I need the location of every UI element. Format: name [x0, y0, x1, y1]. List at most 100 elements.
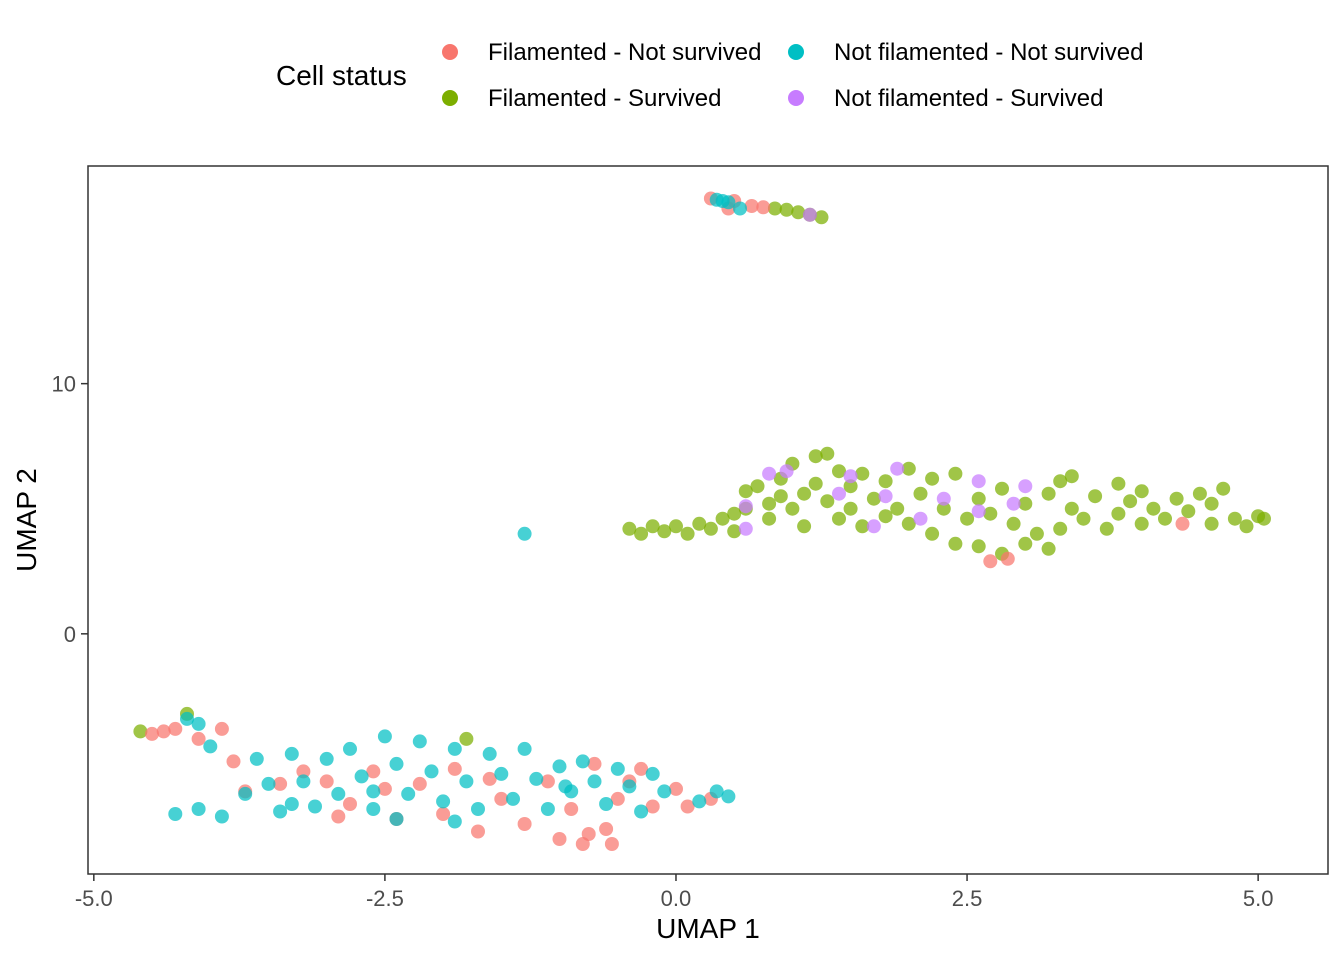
data-point — [494, 791, 509, 806]
data-point — [1239, 519, 1254, 534]
data-point — [785, 501, 800, 516]
data-point — [692, 516, 707, 531]
data-point — [802, 207, 817, 222]
data-point — [721, 195, 736, 210]
data-points — [133, 191, 1271, 851]
data-point — [971, 491, 986, 506]
x-tick-label: -2.5 — [366, 886, 404, 911]
x-tick-label: 2.5 — [952, 886, 983, 911]
data-point — [1076, 511, 1091, 526]
data-point — [471, 802, 485, 816]
data-point — [1029, 526, 1044, 541]
data-point — [1041, 541, 1056, 556]
data-point — [599, 797, 614, 811]
legend: Cell status Filamented - Not survived Fil… — [276, 39, 1143, 112]
data-point — [343, 741, 357, 756]
data-point — [762, 511, 777, 526]
data-point — [983, 506, 998, 521]
data-point — [273, 804, 288, 819]
data-point — [703, 521, 718, 536]
data-point — [680, 526, 695, 541]
data-point — [1000, 551, 1015, 566]
data-point — [1227, 511, 1242, 526]
data-point — [866, 519, 881, 534]
data-point — [1018, 479, 1033, 494]
y-axis: 0 10 — [52, 372, 88, 647]
data-point — [447, 741, 462, 756]
data-point — [1006, 496, 1021, 511]
data-point — [558, 779, 573, 794]
data-point — [517, 526, 532, 541]
data-point — [581, 827, 596, 841]
data-point — [599, 822, 614, 836]
data-point — [721, 789, 736, 804]
data-point — [412, 776, 427, 791]
data-point — [936, 501, 951, 516]
data-point — [354, 769, 369, 784]
data-point — [983, 554, 998, 569]
data-point — [744, 199, 759, 213]
data-point — [482, 771, 497, 786]
data-point — [377, 781, 392, 796]
data-point — [971, 504, 986, 519]
y-axis-title: UMAP 2 — [11, 468, 42, 572]
data-point — [273, 776, 288, 791]
data-point — [843, 479, 858, 494]
legend-label: Not filamented - Not survived — [834, 39, 1143, 66]
data-point — [727, 524, 742, 539]
data-point — [657, 524, 672, 539]
data-point — [156, 724, 171, 739]
legend-entry: Filamented - Not survived — [442, 39, 761, 66]
data-point — [343, 797, 357, 811]
data-point — [1123, 494, 1138, 509]
data-point — [587, 756, 602, 771]
data-point — [459, 731, 474, 746]
data-point — [191, 802, 206, 816]
data-point — [389, 812, 404, 826]
legend-label: Not filamented - Survived — [834, 85, 1103, 112]
data-point — [377, 729, 392, 744]
data-point — [843, 469, 858, 484]
data-point — [913, 511, 928, 526]
data-point — [913, 486, 928, 501]
data-point — [645, 799, 660, 814]
data-point — [1192, 486, 1207, 501]
data-point — [214, 809, 229, 824]
data-point — [727, 506, 742, 521]
data-point — [779, 464, 794, 479]
legend-swatch — [788, 90, 804, 106]
data-point — [925, 471, 940, 486]
data-point — [436, 794, 451, 809]
data-point — [1099, 521, 1114, 536]
data-point — [1018, 496, 1033, 511]
legend-swatch — [442, 44, 458, 60]
x-tick-label: 0.0 — [661, 886, 692, 911]
data-point — [319, 751, 334, 766]
data-point — [412, 734, 427, 749]
data-point — [797, 519, 812, 534]
data-point — [738, 521, 753, 536]
data-point — [610, 761, 625, 776]
data-point — [750, 479, 765, 494]
legend-swatch — [788, 44, 804, 60]
legend-entry: Filamented - Survived — [442, 85, 721, 112]
data-point — [797, 486, 812, 501]
data-point — [226, 754, 241, 769]
data-point — [1134, 516, 1149, 531]
data-point — [762, 496, 777, 511]
data-point — [133, 724, 148, 739]
data-point — [1181, 504, 1196, 519]
data-point — [424, 764, 439, 779]
data-point — [814, 210, 829, 225]
data-point — [866, 491, 881, 506]
data-point — [482, 746, 497, 761]
data-point — [832, 486, 846, 501]
data-point — [1064, 469, 1079, 484]
data-point — [832, 464, 846, 479]
data-point — [284, 746, 299, 761]
data-point — [645, 766, 660, 781]
legend-title: Cell status — [276, 60, 407, 91]
data-point — [180, 711, 194, 726]
data-point — [191, 716, 206, 731]
